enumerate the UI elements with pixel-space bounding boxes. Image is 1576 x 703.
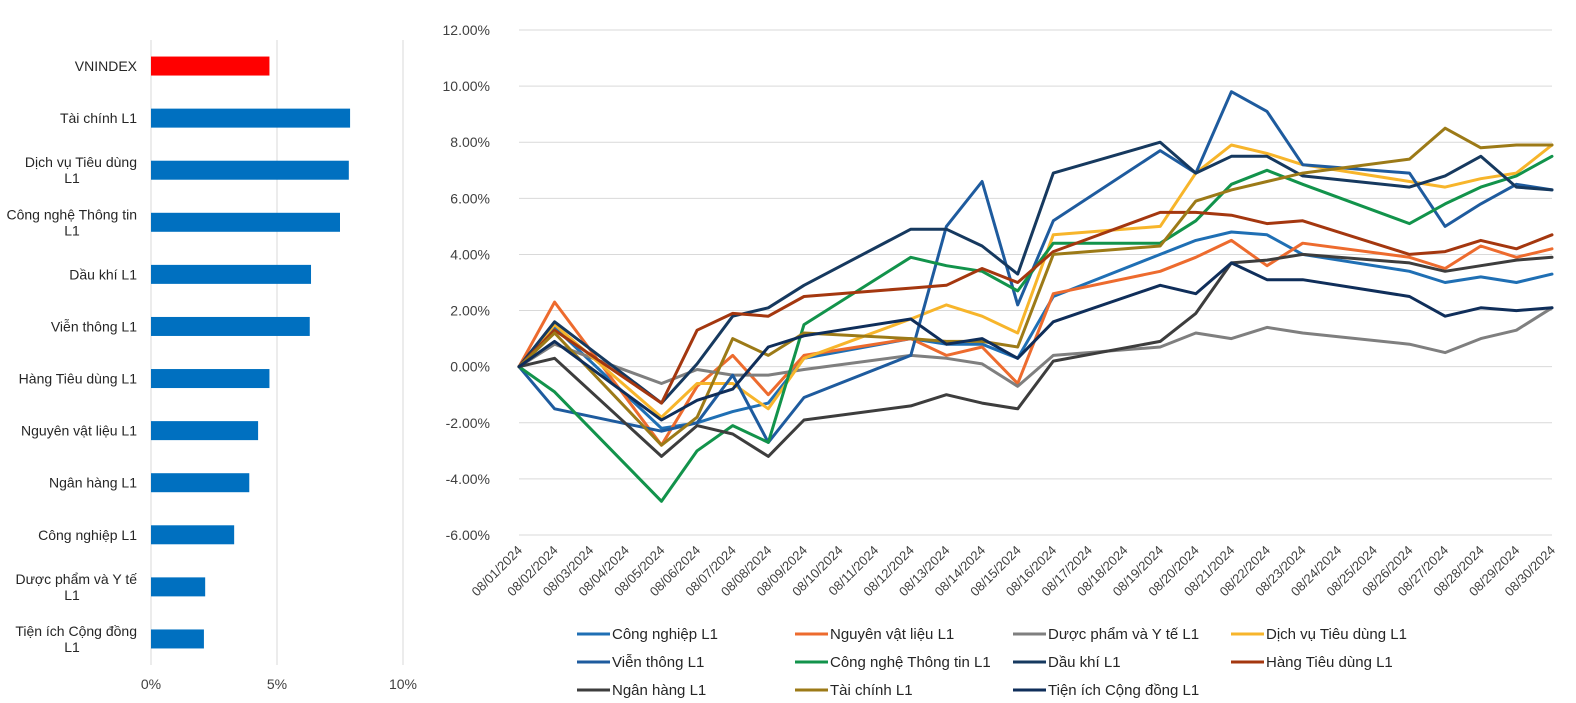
bar-category-label: Hàng Tiêu dùng L1 bbox=[19, 371, 138, 387]
y-tick-label: 0.00% bbox=[450, 359, 490, 375]
bar-category-label: Dịch vụ Tiêu dùng L1 bbox=[25, 154, 137, 186]
bar-category-label: VNINDEX bbox=[75, 58, 138, 74]
series-line bbox=[517, 306, 1554, 388]
bar bbox=[151, 212, 340, 232]
bar bbox=[151, 56, 270, 76]
bar-x-tick-label: 5% bbox=[267, 676, 287, 692]
line-chart: -6.00% -4.00% -2.00% 0.00% 2.00% 4.00% 6.00% 8.… bbox=[443, 22, 1559, 599]
legend-label: Viễn thông L1 bbox=[612, 654, 704, 671]
series-line bbox=[517, 252, 1554, 458]
bar bbox=[151, 629, 204, 649]
bar-chart: 0% 5% 10% VNINDEX Tài chính L1 Dịch vụ Tiêu d… bbox=[6, 40, 417, 692]
series-line bbox=[517, 210, 1554, 405]
bar bbox=[151, 264, 312, 284]
bar bbox=[151, 316, 310, 336]
bar-category-label-line: Dịch vụ Tiêu dùng bbox=[25, 154, 137, 170]
y-tick-label: 6.00% bbox=[450, 190, 490, 206]
bar bbox=[151, 108, 351, 128]
legend-label: Công nghệ Thông tin L1 bbox=[830, 654, 991, 671]
series-line bbox=[517, 230, 1554, 430]
bar-category-label: Ngân hàng L1 bbox=[49, 475, 137, 491]
bar-category-label-line: L1 bbox=[64, 222, 80, 238]
bar-category-label-line: Dược phẩm và Y tế bbox=[15, 571, 137, 587]
legend-label: Tài chính L1 bbox=[830, 682, 913, 699]
series-line bbox=[517, 140, 1554, 405]
y-tick-label: 4.00% bbox=[450, 246, 490, 262]
legend-label: Hàng Tiêu dùng L1 bbox=[1266, 654, 1393, 671]
bar-category-label: Dược phẩm và Y tế L1 bbox=[15, 571, 137, 603]
bar bbox=[151, 369, 270, 389]
y-tick-label: -2.00% bbox=[446, 415, 490, 431]
bar-category-label-line: L1 bbox=[64, 639, 80, 655]
y-tick-label: -6.00% bbox=[446, 527, 490, 543]
bar-x-tick-label: 0% bbox=[141, 676, 161, 692]
legend-label: Ngân hàng L1 bbox=[612, 682, 706, 699]
legend-label: Tiện ích Cộng đồng L1 bbox=[1048, 682, 1199, 699]
bar-category-label-line: L1 bbox=[64, 587, 80, 603]
bar bbox=[151, 421, 259, 441]
bar bbox=[151, 525, 235, 545]
y-tick-label: 12.00% bbox=[443, 22, 490, 38]
bar-category-label: Tài chính L1 bbox=[60, 110, 137, 126]
y-tick-label: 8.00% bbox=[450, 134, 490, 150]
bar bbox=[151, 577, 206, 597]
y-tick-label: -4.00% bbox=[446, 471, 490, 487]
y-tick-label: 10.00% bbox=[443, 78, 490, 94]
series-line bbox=[517, 261, 1554, 422]
series-line bbox=[517, 126, 1554, 447]
bar-category-label: Nguyên vật liệu L1 bbox=[21, 423, 137, 439]
legend-label: Dược phẩm và Y tế L1 bbox=[1048, 626, 1199, 643]
legend-label: Dầu khí L1 bbox=[1048, 654, 1121, 671]
y-tick-label: 2.00% bbox=[450, 303, 490, 319]
legend-label: Công nghiệp L1 bbox=[612, 626, 718, 643]
bar-category-label: Công nghệ Thông tin L1 bbox=[6, 206, 137, 238]
bar-category-label-line: L1 bbox=[64, 170, 80, 186]
bar-category-label: Công nghiệp L1 bbox=[38, 527, 137, 543]
series-line bbox=[517, 90, 1554, 444]
series-line bbox=[517, 143, 1554, 419]
legend: Công nghiệp L1 Nguyên vật liệu L1 Dược phẩ… bbox=[577, 626, 1407, 699]
bar-x-tick-label: 10% bbox=[389, 676, 417, 692]
bar-category-label: Tiện ích Cộng đồng L1 bbox=[15, 623, 137, 655]
bar bbox=[151, 473, 250, 493]
bar-category-label: Viễn thông L1 bbox=[51, 318, 137, 334]
bar-category-label-line: Công nghệ Thông tin bbox=[6, 206, 137, 222]
bar-category-label: Dầu khí L1 bbox=[69, 266, 137, 282]
legend-label: Nguyên vật liệu L1 bbox=[830, 626, 954, 643]
bar-category-label-line: Tiện ích Cộng đồng bbox=[15, 623, 137, 639]
legend-label: Dịch vụ Tiêu dùng L1 bbox=[1266, 626, 1407, 643]
bar bbox=[151, 160, 349, 180]
